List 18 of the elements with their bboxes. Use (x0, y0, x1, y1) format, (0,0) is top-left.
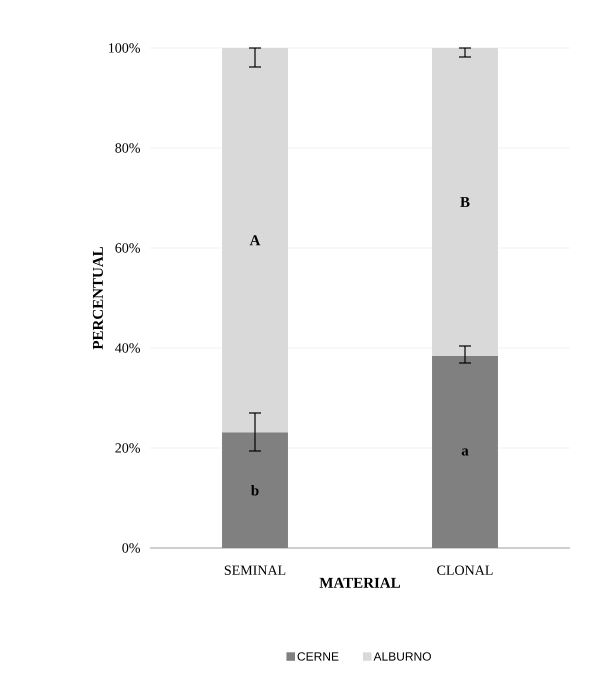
x-axis-title: MATERIAL (320, 578, 400, 588)
y-tick-label: 60% (115, 243, 140, 253)
y-tick-label: 100% (109, 43, 140, 53)
x-tick-label: SEMINAL (224, 566, 286, 575)
annotation: A (250, 235, 260, 246)
annotation: B (460, 197, 470, 207)
annotation: b (251, 484, 259, 496)
x-tick-label: CLONAL (437, 566, 493, 575)
y-tick-label: 40% (115, 343, 140, 353)
y-tick-label: 80% (115, 143, 140, 153)
bar (222, 48, 288, 432)
y-axis-title: PERCENTUAL (92, 246, 103, 350)
annotation: a (462, 448, 469, 456)
y-tick-label: 0% (122, 543, 140, 553)
legend-label: ALBURNO (374, 652, 431, 661)
legend-label: CERNE (298, 652, 338, 661)
bar (432, 48, 498, 356)
y-tick-label: 20% (115, 443, 140, 453)
